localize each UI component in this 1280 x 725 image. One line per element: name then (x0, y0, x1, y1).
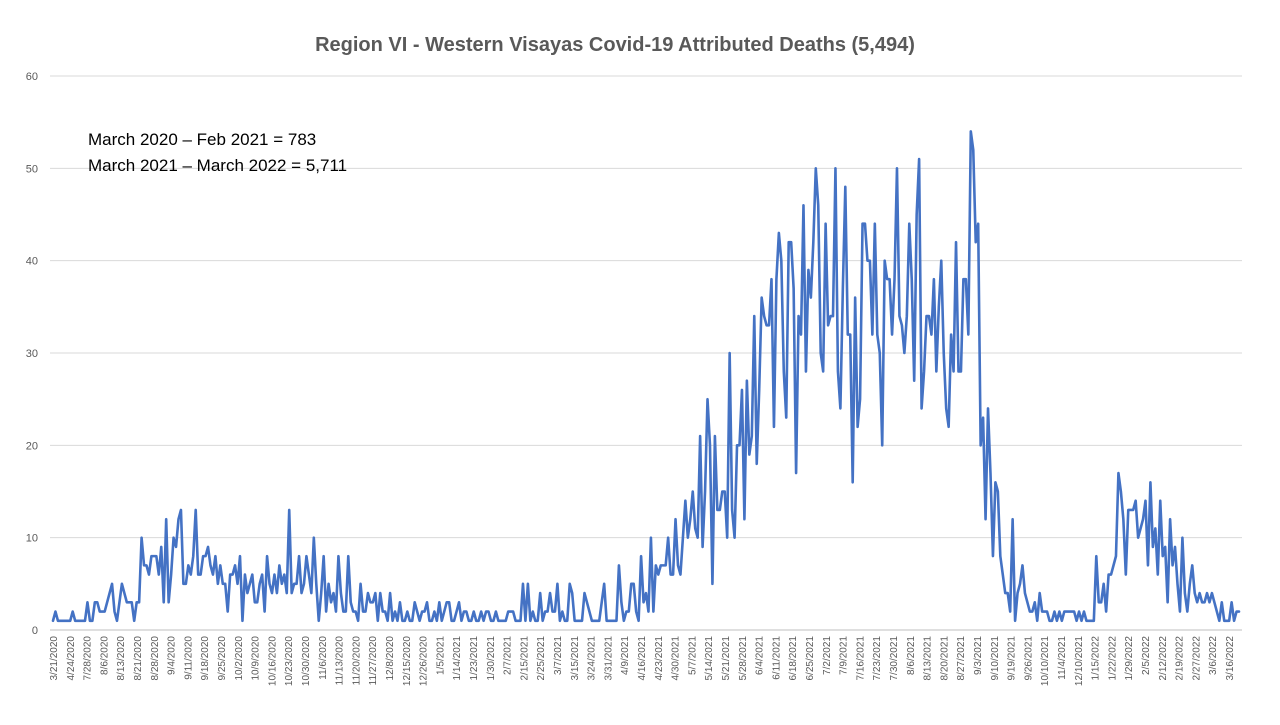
x-tick-label: 9/26/2021 (1023, 636, 1034, 681)
x-tick-label: 6/25/2021 (805, 636, 816, 681)
x-tick-label: 9/11/2020 (183, 636, 194, 680)
y-tick-label: 40 (26, 256, 38, 268)
x-tick-label: 10/9/2020 (251, 636, 262, 681)
x-tick-label: 9/19/2021 (1007, 636, 1018, 681)
x-tick-label: 3/24/2021 (587, 636, 598, 681)
annotations: March 2020 – Feb 2021 = 783 March 2021 –… (88, 130, 347, 175)
x-tick-label: 7/16/2021 (855, 636, 866, 681)
x-tick-label: 9/10/2021 (990, 636, 1001, 681)
x-tick-label: 10/16/2020 (267, 636, 278, 686)
annotation-period-1: March 2020 – Feb 2021 = 783 (88, 130, 316, 149)
x-tick-label: 5/28/2021 (738, 636, 749, 681)
x-tick-label: 8/21/2020 (133, 636, 144, 681)
x-tick-label: 11/27/2020 (368, 636, 379, 686)
x-tick-label: 2/5/2022 (1141, 636, 1152, 675)
x-tick-label: 3/15/2021 (570, 636, 581, 681)
x-tick-label: 7/30/2021 (889, 636, 900, 681)
x-tick-label: 8/20/2021 (939, 636, 950, 681)
x-tick-label: 12/8/2020 (385, 636, 396, 681)
x-tick-label: 9/3/2021 (973, 636, 984, 675)
x-tick-label: 5/7/2021 (687, 636, 698, 675)
x-tick-label: 11/4/2021 (1057, 636, 1068, 680)
x-tick-label: 3/16/2022 (1225, 636, 1236, 681)
x-tick-label: 12/15/2020 (402, 636, 413, 686)
series-line-deaths (51, 130, 1241, 623)
x-tick-label: 11/13/2020 (335, 636, 346, 686)
x-tick-label: 12/26/2020 (419, 636, 430, 686)
x-tick-label: 3/7/2021 (553, 636, 564, 675)
x-tick-label: 10/30/2020 (301, 636, 312, 686)
x-tick-label: 4/23/2021 (654, 636, 665, 681)
x-tick-label: 1/30/2021 (486, 636, 497, 681)
x-tick-label: 1/22/2022 (1107, 636, 1118, 681)
x-tick-label: 2/15/2021 (519, 636, 530, 681)
x-tick-label: 9/25/2020 (217, 636, 228, 681)
x-tick-label: 4/16/2021 (637, 636, 648, 681)
x-tick-label: 7/9/2021 (839, 636, 850, 675)
x-tick-label: 4/30/2021 (671, 636, 682, 681)
x-tick-label: 2/7/2021 (503, 636, 514, 675)
x-tick-label: 2/12/2022 (1158, 636, 1169, 681)
x-tick-label: 4/9/2021 (620, 636, 631, 675)
x-axis-tick-labels: 3/21/2020 4/24/2020 7/28/2020 8/6/2020 8/13/… (49, 636, 1236, 686)
x-tick-label: 1/29/2022 (1124, 636, 1135, 681)
x-tick-label: 2/25/2021 (536, 636, 547, 681)
x-tick-label: 4/24/2020 (66, 636, 77, 681)
chart-title: Region VI - Western Visayas Covid-19 Att… (315, 34, 915, 56)
x-tick-label: 2/19/2022 (1175, 636, 1186, 681)
x-tick-label: 5/14/2021 (704, 636, 715, 681)
x-tick-label: 8/28/2020 (150, 636, 161, 681)
x-tick-label: 6/4/2021 (755, 636, 766, 675)
series-layer (51, 130, 1241, 623)
x-tick-label: 7/2/2021 (822, 636, 833, 675)
x-tick-label: 1/14/2021 (452, 636, 463, 681)
x-tick-label: 9/4/2020 (167, 636, 178, 675)
x-tick-label: 5/21/2021 (721, 636, 732, 681)
x-tick-label: 8/13/2021 (923, 636, 934, 681)
x-tick-label: 11/20/2020 (351, 636, 362, 686)
x-tick-label: 8/6/2020 (99, 636, 110, 675)
y-tick-label: 50 (26, 163, 38, 175)
x-tick-label: 3/6/2022 (1208, 636, 1219, 675)
x-tick-label: 8/27/2021 (956, 636, 967, 681)
x-tick-label: 10/23/2020 (284, 636, 295, 686)
y-tick-label: 20 (26, 440, 38, 452)
x-tick-label: 10/2/2020 (234, 636, 245, 681)
x-tick-label: 8/6/2021 (906, 636, 917, 675)
x-tick-label: 3/31/2021 (603, 636, 614, 681)
x-tick-label: 1/5/2021 (435, 636, 446, 675)
x-tick-label: 6/18/2021 (788, 636, 799, 681)
y-axis-tick-labels: 0 10 20 30 40 50 60 (26, 71, 38, 637)
x-tick-label: 1/15/2022 (1091, 636, 1102, 681)
y-tick-label: 60 (26, 71, 38, 83)
x-tick-label: 11/6/2020 (318, 636, 329, 680)
x-tick-label: 6/11/2021 (771, 636, 782, 680)
x-tick-label: 3/21/2020 (49, 636, 60, 681)
x-tick-label: 7/28/2020 (83, 636, 94, 681)
x-tick-label: 10/10/2021 (1040, 636, 1051, 686)
y-tick-label: 30 (26, 348, 38, 360)
y-tick-label: 10 (26, 533, 38, 545)
x-tick-label: 12/10/2021 (1074, 636, 1085, 686)
annotation-period-2: March 2021 – March 2022 = 5,711 (88, 156, 347, 175)
y-tick-label: 0 (32, 625, 38, 637)
x-tick-label: 8/13/2020 (116, 636, 127, 681)
x-tick-label: 9/18/2020 (200, 636, 211, 681)
x-tick-label: 1/23/2021 (469, 636, 480, 681)
x-tick-label: 2/27/2022 (1191, 636, 1202, 681)
grid-lines (50, 75, 1242, 631)
x-tick-label: 7/23/2021 (872, 636, 883, 681)
